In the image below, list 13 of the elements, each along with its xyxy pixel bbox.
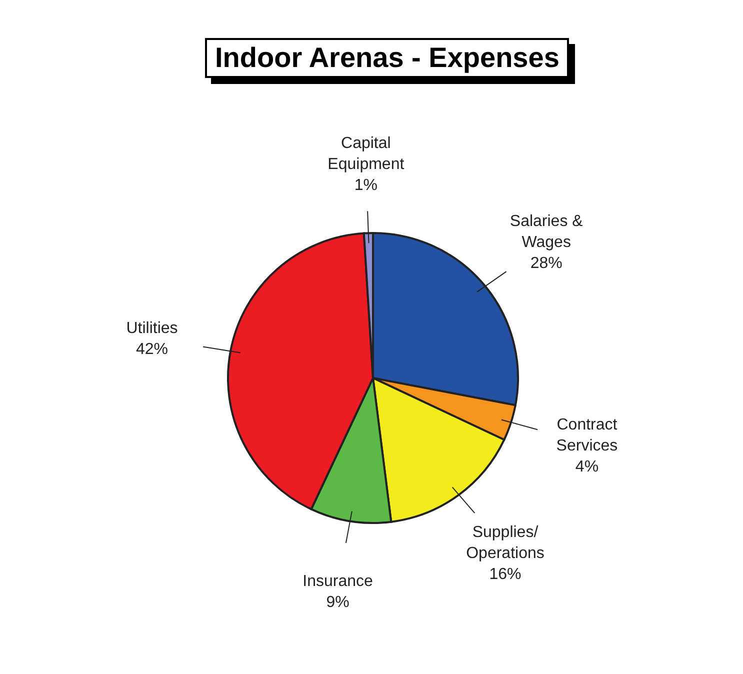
slice-label: Capital Equipment — [328, 135, 405, 174]
slice-label: Insurance — [302, 572, 374, 590]
slice-label: Salaries & Wages — [510, 212, 584, 251]
chart-title: Indoor Arenas - Expenses — [205, 38, 570, 78]
data-label: 28% — [530, 254, 562, 272]
slice-label: Utilities — [126, 320, 178, 338]
slice-label: Supplies/Operations — [466, 524, 544, 562]
data-label: 42% — [136, 341, 168, 358]
data-label: 9% — [326, 594, 350, 611]
data-label: 1% — [354, 177, 378, 194]
slice-label: Contract Services — [556, 416, 618, 454]
data-label: 4% — [575, 458, 599, 476]
data-label: 16% — [489, 566, 522, 583]
